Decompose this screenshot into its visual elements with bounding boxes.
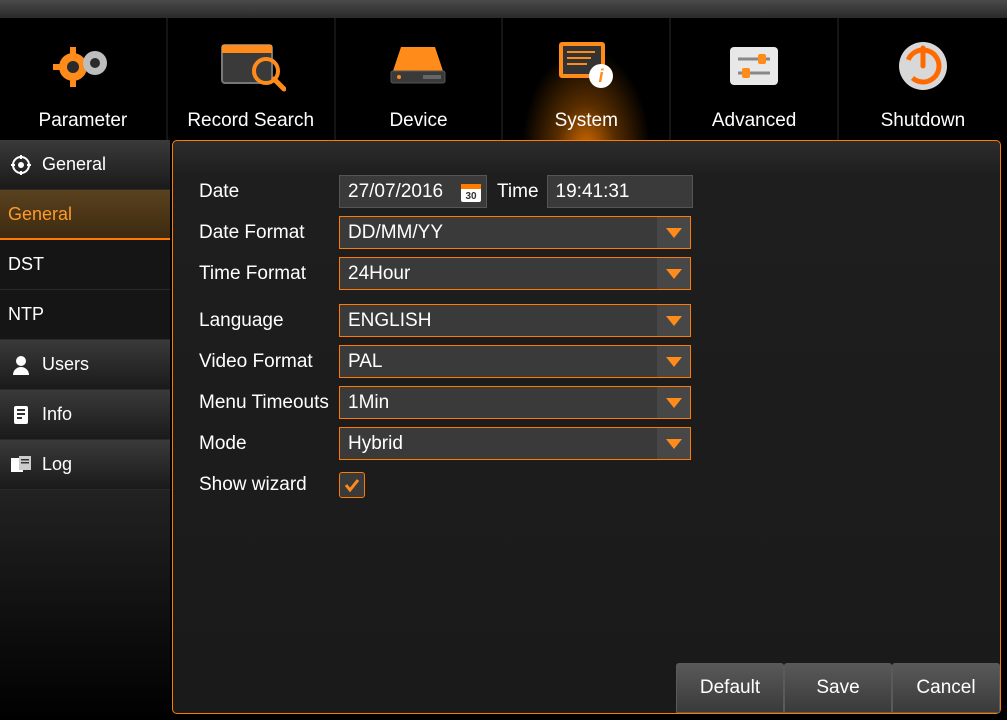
chevron-down-icon [657,217,690,248]
nav-label: Shutdown [881,110,966,132]
sidebar-sub-label: General [8,204,72,225]
footer-buttons: Default Save Cancel [676,663,1000,713]
device-icon [383,36,453,96]
language-select[interactable]: ENGLISH [339,304,691,337]
nav-record-search[interactable]: Record Search [168,18,336,140]
sidebar-group-general[interactable]: General [0,140,170,190]
sidebar-spacer [0,490,170,720]
nav-device[interactable]: Device [336,18,504,140]
row-menu-timeouts: Menu Timeouts 1Min [199,382,1000,423]
chevron-down-icon [657,346,690,377]
sidebar-sub-label: NTP [8,304,44,325]
nav-advanced[interactable]: Advanced [671,18,839,140]
select-value: PAL [348,351,383,373]
row-mode: Mode Hybrid [199,423,1000,464]
chevron-down-icon [657,428,690,459]
mode-label: Mode [199,433,339,455]
window-titlebar [0,0,1007,18]
row-language: Language ENGLISH [199,300,1000,341]
nav-parameter[interactable]: Parameter [0,18,168,140]
menu-timeouts-label: Menu Timeouts [199,392,339,414]
time-label: Time [497,181,539,203]
select-value: 24Hour [348,263,410,285]
system-icon: i [551,36,621,96]
row-date: Date 27/07/2016 30 Time 19:41:31 [199,171,1000,212]
show-wizard-checkbox[interactable] [339,472,365,498]
nav-label: Device [389,110,447,132]
sidebar: General General DST NTP Users Info [0,140,170,714]
nav-label: System [555,110,618,132]
time-format-select[interactable]: 24Hour [339,257,691,290]
top-nav: Parameter Record Search Device [0,18,1007,140]
nav-system[interactable]: i System [503,18,671,140]
chevron-down-icon [657,305,690,336]
default-button[interactable]: Default [676,663,784,713]
record-search-icon [216,36,286,96]
sidebar-sub-ntp[interactable]: NTP [0,290,170,340]
sidebar-label: Users [42,354,89,375]
svg-text:30: 30 [465,191,477,202]
advanced-icon [719,36,789,96]
language-label: Language [199,310,339,332]
select-value: 1Min [348,392,389,414]
info-icon [10,404,32,426]
sidebar-label: General [42,154,106,175]
sidebar-sub-general[interactable]: General [0,190,170,240]
row-video-format: Video Format PAL [199,341,1000,382]
sidebar-group-users[interactable]: Users [0,340,170,390]
video-format-label: Video Format [199,351,339,373]
time-format-label: Time Format [199,263,339,285]
video-format-select[interactable]: PAL [339,345,691,378]
sidebar-label: Info [42,404,72,425]
chevron-down-icon [657,387,690,418]
time-input[interactable]: 19:41:31 [547,175,693,208]
sidebar-sub-label: DST [8,254,44,275]
chevron-down-icon [657,258,690,289]
log-icon [10,454,32,476]
save-button[interactable]: Save [784,663,892,713]
sidebar-group-log[interactable]: Log [0,440,170,490]
nav-label: Parameter [39,110,128,132]
nav-label: Record Search [187,110,314,132]
row-date-format: Date Format DD/MM/YY [199,212,1000,253]
row-time-format: Time Format 24Hour [199,253,1000,294]
select-value: DD/MM/YY [348,222,443,244]
gear-icon [10,154,32,176]
shutdown-icon [888,36,958,96]
parameter-icon [48,36,118,96]
select-value: Hybrid [348,433,403,455]
mode-select[interactable]: Hybrid [339,427,691,460]
show-wizard-label: Show wizard [199,474,339,496]
check-icon [343,476,361,494]
settings-form: Date 27/07/2016 30 Time 19:41:31 Date Fo… [173,141,1000,505]
nav-label: Advanced [712,110,797,132]
menu-timeouts-select[interactable]: 1Min [339,386,691,419]
nav-shutdown[interactable]: Shutdown [839,18,1007,140]
date-format-select[interactable]: DD/MM/YY [339,216,691,249]
main-panel: Date 27/07/2016 30 Time 19:41:31 Date Fo… [172,140,1001,714]
select-value: ENGLISH [348,310,431,332]
cancel-button[interactable]: Cancel [892,663,1000,713]
date-label: Date [199,181,339,203]
sidebar-group-info[interactable]: Info [0,390,170,440]
user-icon [10,354,32,376]
row-show-wizard: Show wizard [199,464,1000,505]
date-format-label: Date Format [199,222,339,244]
calendar-icon[interactable]: 30 [457,177,485,206]
sidebar-label: Log [42,454,72,475]
sidebar-sub-dst[interactable]: DST [0,240,170,290]
